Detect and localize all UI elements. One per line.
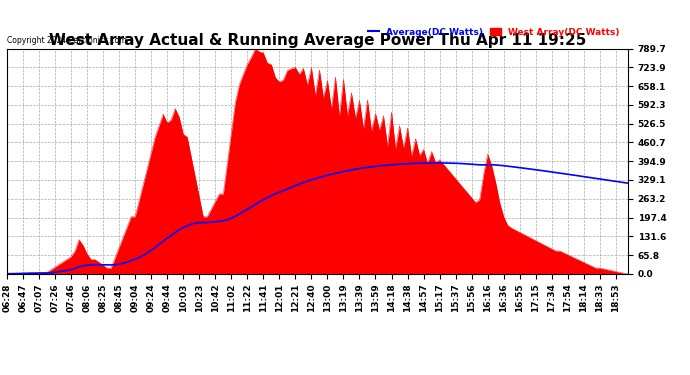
Legend: Average(DC Watts), West Array(DC Watts): Average(DC Watts), West Array(DC Watts)	[364, 24, 623, 40]
Title: West Array Actual & Running Average Power Thu Apr 11 19:25: West Array Actual & Running Average Powe…	[49, 33, 586, 48]
Text: Copyright 2024 Cartronics.com: Copyright 2024 Cartronics.com	[7, 36, 126, 45]
